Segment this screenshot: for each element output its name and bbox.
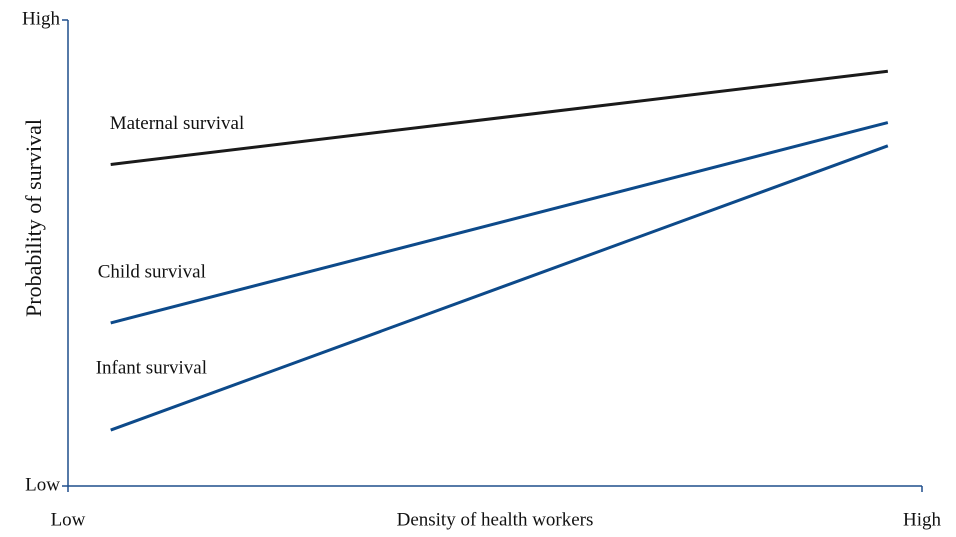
series-label: Child survival [98,261,206,282]
series-label: Maternal survival [110,113,245,134]
x-tick-label: High [903,509,942,530]
series-line [110,121,889,325]
y-tick-label: High [22,8,61,29]
series-line [110,144,889,432]
x-tick-label: Low [51,509,86,530]
series-line [110,69,889,166]
y-tick-label: Low [25,474,60,495]
series-label: Infant survival [96,357,207,378]
x-axis-label: Density of health workers [397,509,594,530]
y-axis-label: Probability of survival [21,119,46,317]
